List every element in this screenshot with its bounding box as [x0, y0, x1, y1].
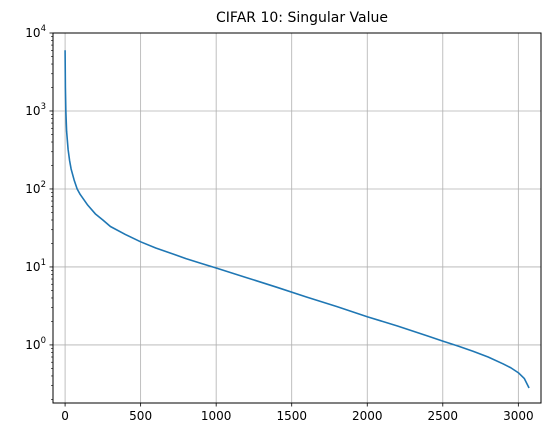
y-tick-label: 102: [25, 180, 46, 196]
singular-value-line: [64, 50, 530, 389]
y-tick-label: 100: [25, 336, 46, 352]
y-tick-label: 101: [25, 258, 46, 274]
x-tick-label: 0: [61, 409, 69, 423]
chart-title: CIFAR 10: Singular Value: [216, 10, 388, 26]
grid: [53, 32, 541, 403]
x-tick-label: 3000: [503, 409, 534, 423]
x-axis: 0 500 1000 1500 2000 2500 3000: [61, 403, 534, 423]
x-tick-label: 1500: [276, 409, 307, 423]
series-layer: [64, 50, 530, 389]
x-tick-label: 2000: [352, 409, 383, 423]
plot-frame: [52, 32, 542, 404]
x-tick-label: 2500: [428, 409, 459, 423]
x-tick-label: 500: [129, 409, 152, 423]
x-tick-label: 1000: [201, 409, 232, 423]
y-tick-label: 103: [25, 102, 46, 118]
y-axis: 100 101 102 103 104: [25, 24, 53, 400]
y-tick-label: 104: [25, 24, 46, 40]
